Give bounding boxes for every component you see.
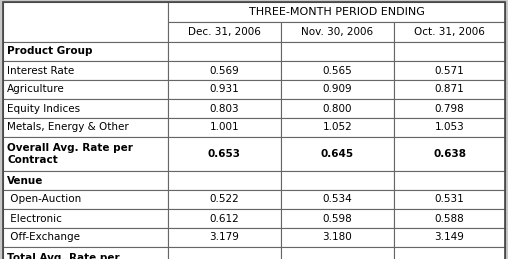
- Text: 3.179: 3.179: [210, 233, 239, 242]
- Bar: [168, 247, 281, 259]
- Bar: [3, 2, 168, 42]
- Bar: [168, 61, 281, 80]
- Bar: [3, 209, 168, 228]
- Text: THREE-MONTH PERIOD ENDING: THREE-MONTH PERIOD ENDING: [248, 7, 425, 17]
- Text: 0.645: 0.645: [321, 149, 354, 159]
- Bar: [394, 80, 505, 99]
- Bar: [281, 118, 394, 137]
- Bar: [3, 137, 168, 171]
- Bar: [168, 22, 281, 42]
- Bar: [168, 209, 281, 228]
- Text: 0.522: 0.522: [210, 195, 239, 205]
- Bar: [168, 2, 505, 22]
- Text: 0.534: 0.534: [323, 195, 353, 205]
- Bar: [281, 42, 394, 61]
- Bar: [168, 137, 281, 171]
- Bar: [394, 118, 505, 137]
- Bar: [168, 118, 281, 137]
- Text: 0.612: 0.612: [210, 213, 239, 224]
- Text: 0.909: 0.909: [323, 84, 353, 95]
- Text: 3.180: 3.180: [323, 233, 353, 242]
- Bar: [394, 209, 505, 228]
- Bar: [281, 247, 394, 259]
- Text: Agriculture: Agriculture: [7, 84, 65, 95]
- Bar: [281, 80, 394, 99]
- Bar: [281, 61, 394, 80]
- Bar: [168, 228, 281, 247]
- Bar: [394, 99, 505, 118]
- Text: Product Group: Product Group: [7, 47, 92, 56]
- Bar: [394, 137, 505, 171]
- Bar: [394, 22, 505, 42]
- Text: Open-Auction: Open-Auction: [7, 195, 81, 205]
- Text: 0.565: 0.565: [323, 66, 353, 76]
- Bar: [281, 99, 394, 118]
- Bar: [281, 171, 394, 190]
- Bar: [168, 171, 281, 190]
- Text: Off-Exchange: Off-Exchange: [7, 233, 80, 242]
- Bar: [3, 99, 168, 118]
- Text: Electronic: Electronic: [7, 213, 62, 224]
- Text: 0.569: 0.569: [210, 66, 239, 76]
- Bar: [168, 42, 281, 61]
- Bar: [394, 190, 505, 209]
- Bar: [3, 80, 168, 99]
- Text: Metals, Energy & Other: Metals, Energy & Other: [7, 123, 129, 133]
- Bar: [168, 80, 281, 99]
- Bar: [281, 228, 394, 247]
- Bar: [394, 61, 505, 80]
- Text: 1.001: 1.001: [210, 123, 239, 133]
- Text: 0.798: 0.798: [435, 104, 464, 113]
- Text: 1.052: 1.052: [323, 123, 353, 133]
- Text: Total Avg. Rate per
Contract: Total Avg. Rate per Contract: [7, 253, 119, 259]
- Text: 0.871: 0.871: [435, 84, 464, 95]
- Bar: [281, 137, 394, 171]
- Text: 1.053: 1.053: [435, 123, 464, 133]
- Text: 0.638: 0.638: [433, 149, 466, 159]
- Text: Nov. 30, 2006: Nov. 30, 2006: [301, 27, 373, 37]
- Bar: [3, 118, 168, 137]
- Bar: [281, 209, 394, 228]
- Text: 0.653: 0.653: [208, 149, 241, 159]
- Bar: [168, 190, 281, 209]
- Bar: [3, 61, 168, 80]
- Bar: [3, 171, 168, 190]
- Bar: [281, 22, 394, 42]
- Bar: [3, 247, 168, 259]
- Text: Venue: Venue: [7, 176, 43, 185]
- Bar: [168, 99, 281, 118]
- Text: 0.931: 0.931: [210, 84, 239, 95]
- Text: 0.571: 0.571: [435, 66, 464, 76]
- Text: 0.800: 0.800: [323, 104, 352, 113]
- Bar: [394, 171, 505, 190]
- Text: 0.598: 0.598: [323, 213, 353, 224]
- Text: Equity Indices: Equity Indices: [7, 104, 80, 113]
- Text: Overall Avg. Rate per
Contract: Overall Avg. Rate per Contract: [7, 143, 133, 165]
- Text: 0.803: 0.803: [210, 104, 239, 113]
- Bar: [3, 190, 168, 209]
- Bar: [281, 190, 394, 209]
- Text: 0.588: 0.588: [435, 213, 464, 224]
- Text: Oct. 31, 2006: Oct. 31, 2006: [414, 27, 485, 37]
- Bar: [394, 228, 505, 247]
- Bar: [394, 247, 505, 259]
- Bar: [394, 42, 505, 61]
- Text: Dec. 31, 2006: Dec. 31, 2006: [188, 27, 261, 37]
- Bar: [3, 228, 168, 247]
- Text: Interest Rate: Interest Rate: [7, 66, 74, 76]
- Text: 0.531: 0.531: [435, 195, 464, 205]
- Text: 3.149: 3.149: [434, 233, 464, 242]
- Bar: [3, 42, 168, 61]
